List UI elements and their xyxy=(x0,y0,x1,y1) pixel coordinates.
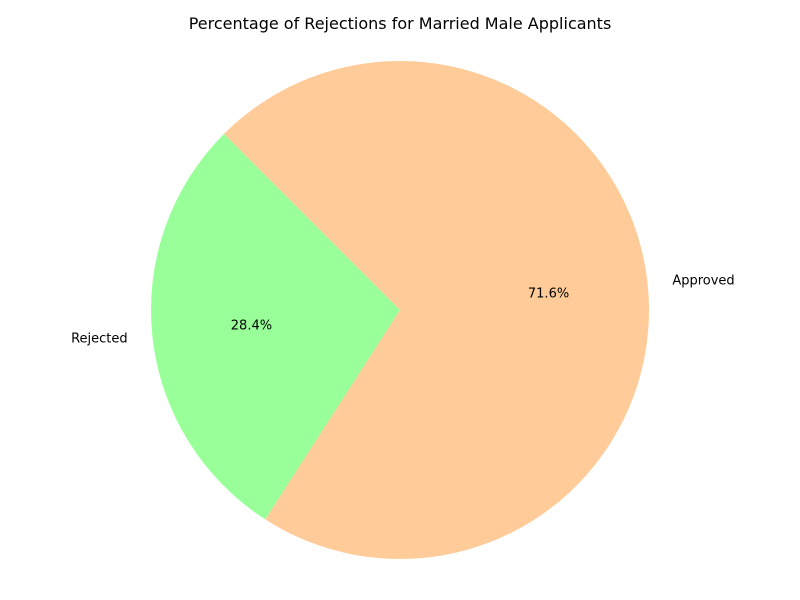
pie-slice-percentage-label: 28.4% xyxy=(231,318,272,333)
chart-title: Percentage of Rejections for Married Mal… xyxy=(188,14,612,33)
pie-slice-category-label: Approved xyxy=(672,273,734,288)
pie-slice-approved xyxy=(223,60,649,559)
pie-slice-category-label: Rejected xyxy=(71,332,128,347)
pie-slice-rejected xyxy=(151,133,400,520)
pie-slice-percentage-label: 71.6% xyxy=(528,287,569,302)
